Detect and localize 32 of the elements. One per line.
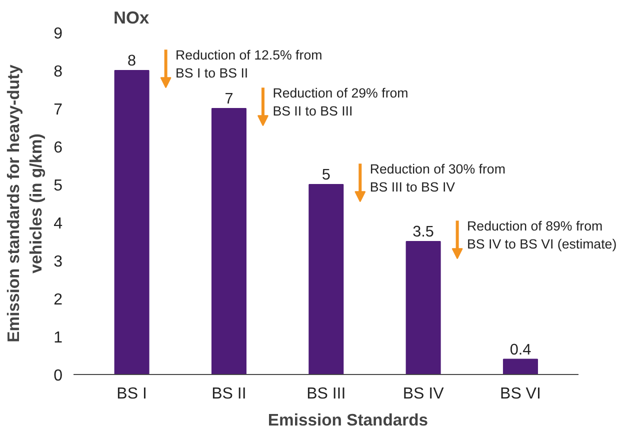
- y-tick-label: 3: [54, 254, 63, 270]
- y-tick-label: 6: [54, 140, 63, 156]
- y-tick-label: 8: [54, 64, 63, 80]
- data-label: 5: [322, 166, 330, 184]
- x-axis-title: Emission Standards: [268, 410, 428, 430]
- annotation: Reduction of 12.5% from BS I to BS II: [176, 48, 322, 81]
- y-tick-label: 7: [54, 102, 63, 118]
- annotation: Reduction of 29% from BS II to BS III: [272, 86, 408, 119]
- x-tick-label: BS II: [212, 386, 246, 402]
- annotation: Reduction of 89% from BS IV to BS VI (estimate): [467, 218, 617, 252]
- y-tick-label: 2: [54, 292, 63, 308]
- bar: [502, 358, 538, 374]
- data-label: 8: [128, 52, 136, 70]
- y-axis-title: Emission standards for heavy-duty vehicles (in g/km): [4, 64, 46, 342]
- data-label: 7: [224, 90, 234, 108]
- y-tick-label: 0: [54, 368, 63, 384]
- bar: [114, 70, 150, 374]
- y-tick-label: 4: [54, 216, 63, 232]
- bar: [308, 184, 344, 374]
- x-tick-label: BS IV: [402, 386, 444, 402]
- annotation: Reduction of 30% from BS III to BS IV: [370, 162, 506, 195]
- y-tick-label: 9: [54, 26, 63, 42]
- x-tick-label: BS I: [116, 386, 147, 402]
- x-tick-label: BS III: [306, 386, 346, 402]
- y-tick-label: 1: [54, 330, 63, 346]
- y-tick-label: 5: [54, 178, 63, 194]
- x-tick-label: BS VI: [500, 386, 541, 402]
- chart-title: NOx: [114, 8, 150, 28]
- data-label: 3.5: [412, 224, 434, 240]
- bar: [406, 241, 441, 374]
- bar: [211, 108, 246, 374]
- data-label: 0.4: [510, 341, 532, 358]
